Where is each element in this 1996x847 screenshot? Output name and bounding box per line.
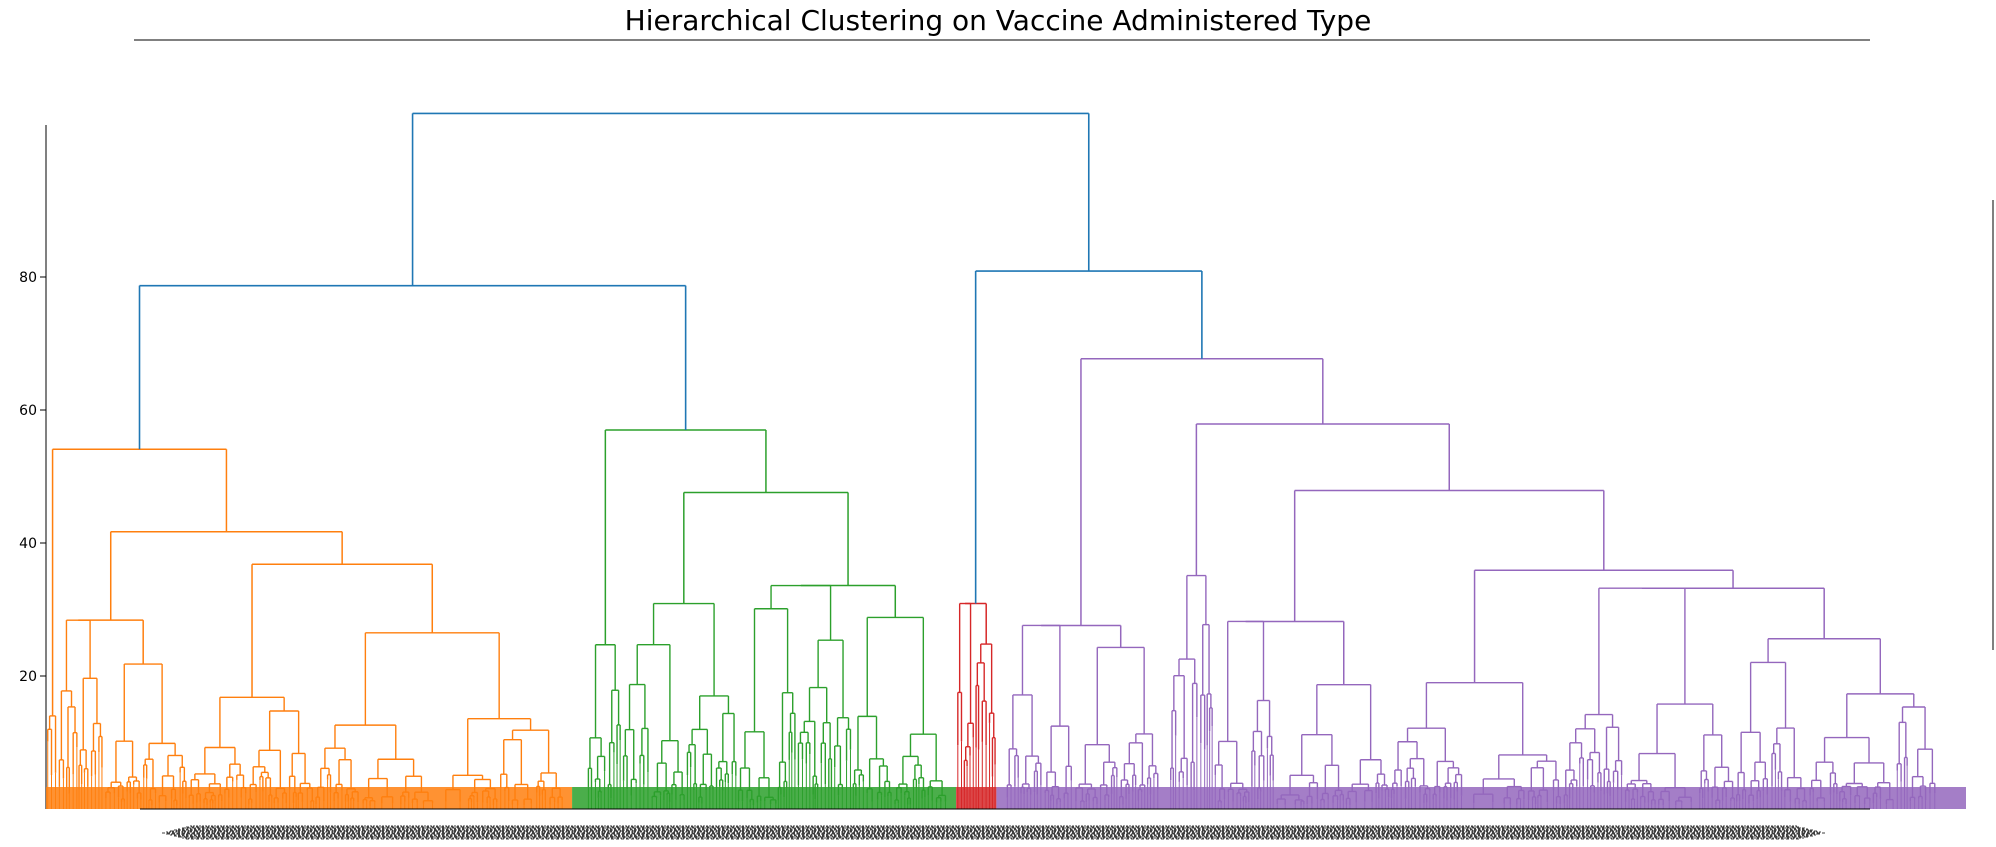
y-tick-label: 60 xyxy=(19,403,37,419)
dendrogram-leaves xyxy=(46,787,1966,810)
cluster_4-leaf-band xyxy=(996,787,1966,809)
chart-title: Hierarchical Clustering on Vaccine Admin… xyxy=(624,4,1372,37)
dendrogram-links xyxy=(47,112,1936,809)
y-axis: 20 40 60 80 xyxy=(19,125,1994,809)
cluster_1-leaf-band xyxy=(46,787,573,809)
cluster_3-leaf-band xyxy=(956,787,997,809)
cluster_2-leaf-band xyxy=(572,787,957,809)
y-tick-label: 80 xyxy=(19,270,37,286)
y-tick-label: 40 xyxy=(19,536,37,552)
y-tick-label: 20 xyxy=(19,669,37,685)
leaf-label-band xyxy=(162,825,1825,840)
